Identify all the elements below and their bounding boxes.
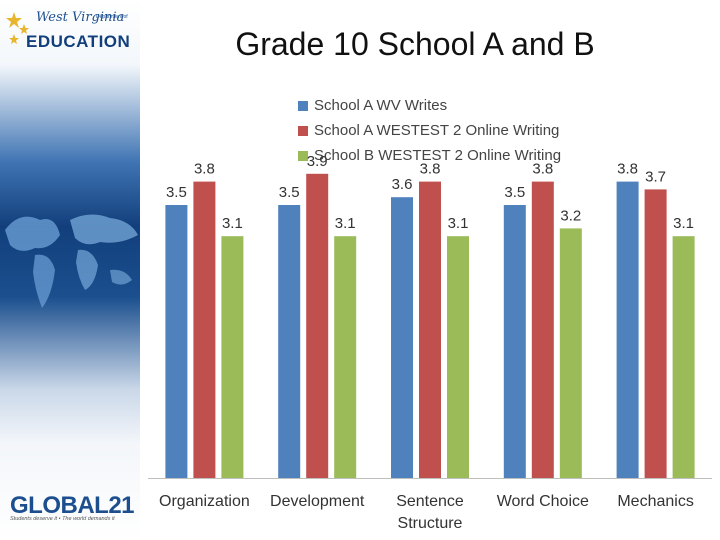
bar — [334, 236, 357, 478]
data-label: 3.1 — [673, 215, 694, 232]
data-label: 3.5 — [504, 184, 525, 201]
x-tick-label: Sentence Structure — [396, 493, 464, 532]
data-label: 3.1 — [335, 215, 356, 232]
x-tick-label: Organization — [159, 493, 250, 510]
bar — [278, 205, 301, 478]
data-label: 3.2 — [560, 207, 581, 224]
bar — [391, 197, 413, 478]
world-map-graphic — [5, 214, 138, 308]
wv-education-logo: West Virginia Department of EDUCATION — [6, 8, 134, 58]
x-tick-label: Word Choice — [497, 493, 589, 510]
data-label: 3.9 — [307, 153, 328, 170]
data-label: 3.8 — [420, 161, 441, 178]
sidebar-banner: West Virginia Department of EDUCATION GL… — [0, 0, 140, 540]
legend-swatch — [298, 125, 308, 136]
legend-label: School A WESTEST 2 Online Writing — [314, 122, 560, 139]
bar — [559, 228, 582, 478]
legend-item-school-a-westest: School A WESTEST 2 Online Writing — [298, 118, 561, 143]
data-label: 3.5 — [166, 184, 187, 201]
bar — [531, 181, 554, 478]
data-label: 3.7 — [645, 168, 666, 185]
data-label: 3.5 — [279, 184, 300, 201]
data-label: 3.1 — [448, 215, 469, 232]
x-tick-label: Mechanics — [617, 493, 693, 510]
data-label: 3.8 — [617, 161, 638, 178]
bar — [503, 205, 526, 478]
global21-logo-name: GLOBAL21 — [10, 492, 135, 519]
bar — [221, 236, 244, 478]
legend-item-school-b-westest: School B WESTEST 2 Online Writing — [298, 143, 561, 168]
bar — [306, 173, 329, 479]
bar — [447, 236, 469, 478]
bar — [419, 181, 441, 478]
wv-logo-edu: EDUCATION — [26, 32, 131, 51]
x-tick-label: Development — [270, 493, 365, 510]
bar — [193, 181, 216, 478]
bar — [644, 189, 667, 478]
legend-swatch — [298, 150, 308, 161]
data-label: 3.8 — [532, 161, 553, 178]
bar — [672, 236, 695, 478]
bar — [165, 205, 188, 478]
legend-label: School B WESTEST 2 Online Writing — [314, 147, 562, 164]
data-label: 3.8 — [194, 161, 215, 178]
chart-legend: School A WV Writes School A WESTEST 2 On… — [298, 93, 561, 168]
data-label: 3.1 — [222, 215, 243, 232]
global21-logo-tagline: Students deserve it • The world demands … — [10, 516, 115, 522]
legend-swatch — [298, 100, 308, 111]
global21-logo: GLOBAL21 Students deserve it • The world… — [10, 492, 135, 532]
legend-label: School A WV Writes — [314, 97, 448, 114]
wv-logo-line1: West Virginia — [36, 10, 125, 25]
stars-icon — [6, 12, 29, 44]
bar — [616, 181, 639, 478]
data-label: 3.6 — [392, 176, 413, 193]
chart-title: Grade 10 School A and B — [235, 26, 595, 62]
wv-logo-dept: Department of — [96, 14, 128, 20]
legend-item-school-a-wv-writes: School A WV Writes — [298, 93, 561, 118]
